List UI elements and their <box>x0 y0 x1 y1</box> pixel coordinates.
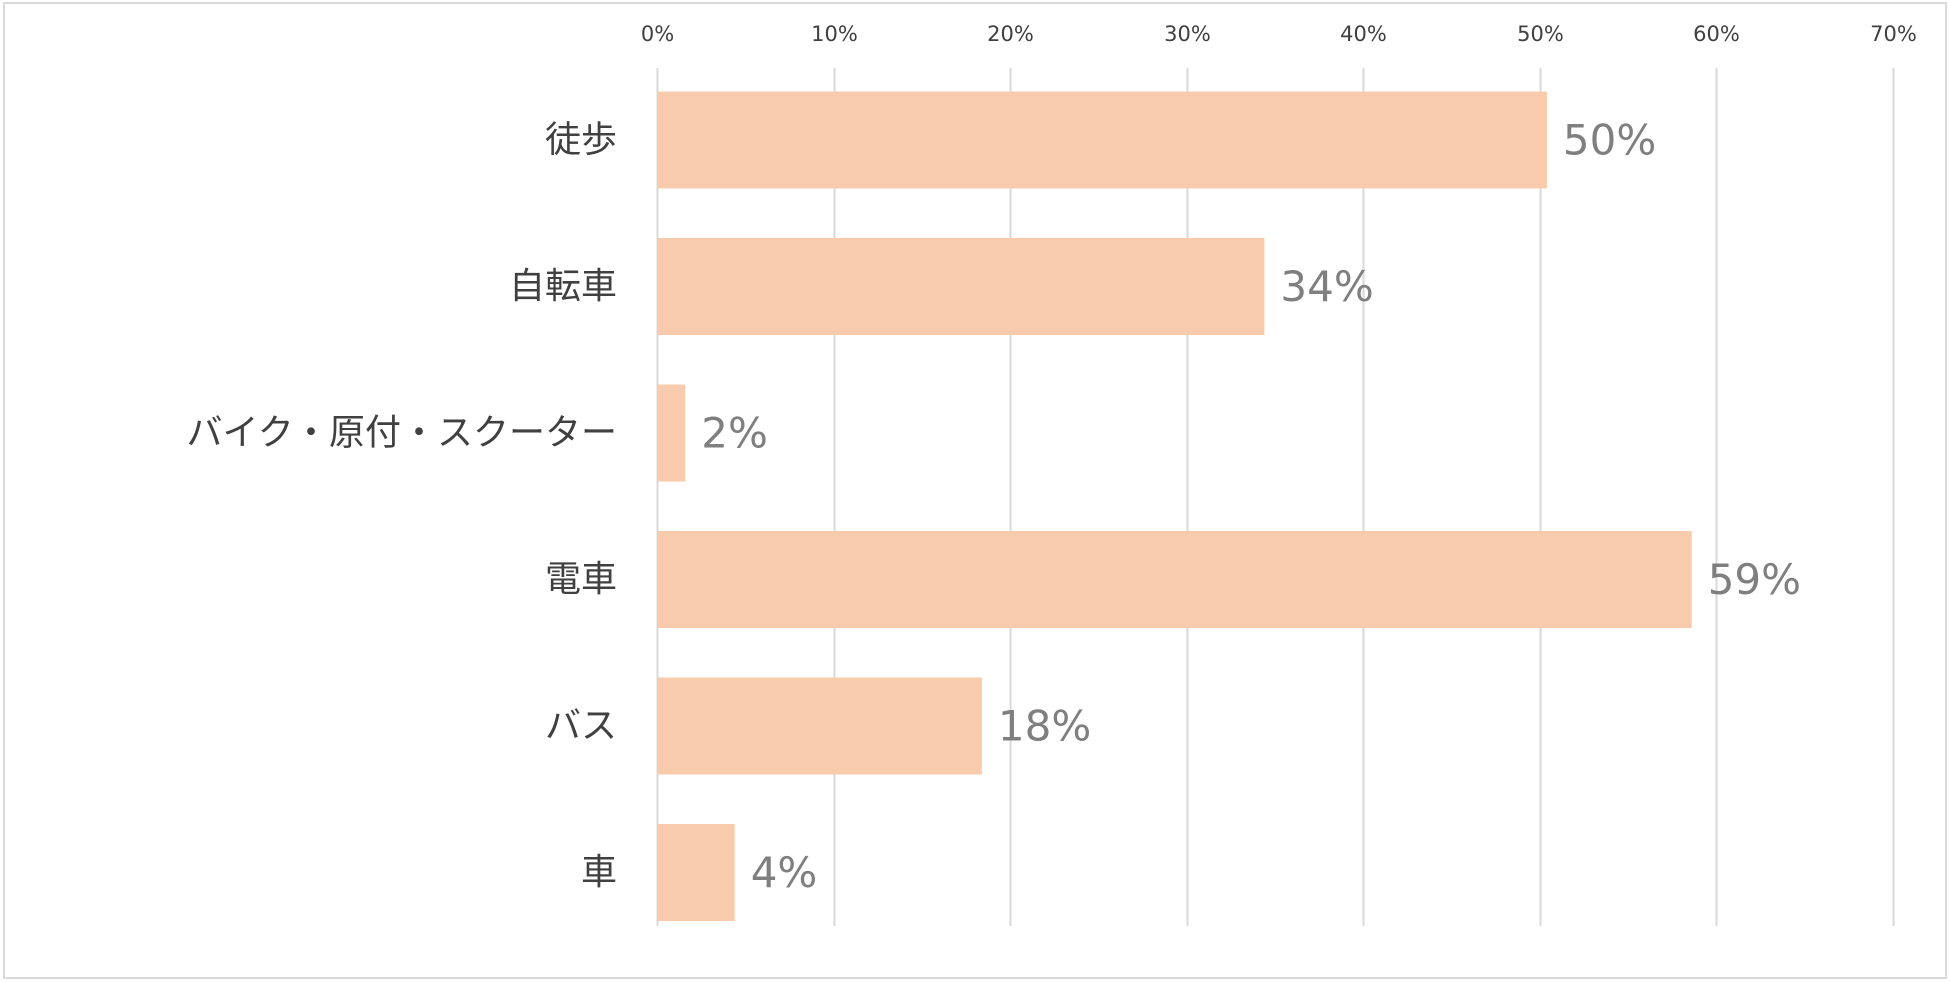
bar <box>657 238 1265 335</box>
data-label: 4% <box>751 848 818 897</box>
x-tick-label: 60% <box>1693 22 1740 46</box>
x-tick-label: 0% <box>641 22 674 46</box>
category-label: バイク・原付・スクーター <box>186 413 617 454</box>
bar <box>657 677 982 775</box>
category-label: 電車 <box>545 559 617 600</box>
data-label: 34% <box>1280 262 1373 311</box>
bar <box>657 531 1692 628</box>
data-label: 50% <box>1563 116 1656 165</box>
bars <box>657 91 1692 921</box>
category-label: バス <box>545 706 617 747</box>
data-label: 18% <box>998 702 1091 751</box>
x-tick-label: 50% <box>1517 22 1564 46</box>
gridlines <box>656 68 1895 926</box>
bar <box>657 824 735 921</box>
data-labels: 50% 34% 2% 59% 18% 4% <box>701 116 1801 898</box>
category-label: 車 <box>581 852 617 893</box>
x-tick-label: 30% <box>1164 22 1211 46</box>
category-label: 徒歩 <box>545 120 617 161</box>
data-label: 2% <box>701 409 768 458</box>
category-label: 自転車 <box>509 266 617 307</box>
bar <box>657 384 686 482</box>
x-tick-label: 70% <box>1870 22 1917 46</box>
x-axis-tick-labels: 0% 10% 20% 30% 40% 50% 60% 70% <box>641 22 1917 46</box>
x-tick-label: 20% <box>987 22 1034 46</box>
data-label: 59% <box>1708 555 1801 604</box>
x-tick-label: 40% <box>1340 22 1387 46</box>
x-tick-label: 10% <box>811 22 858 46</box>
bar <box>657 91 1547 189</box>
